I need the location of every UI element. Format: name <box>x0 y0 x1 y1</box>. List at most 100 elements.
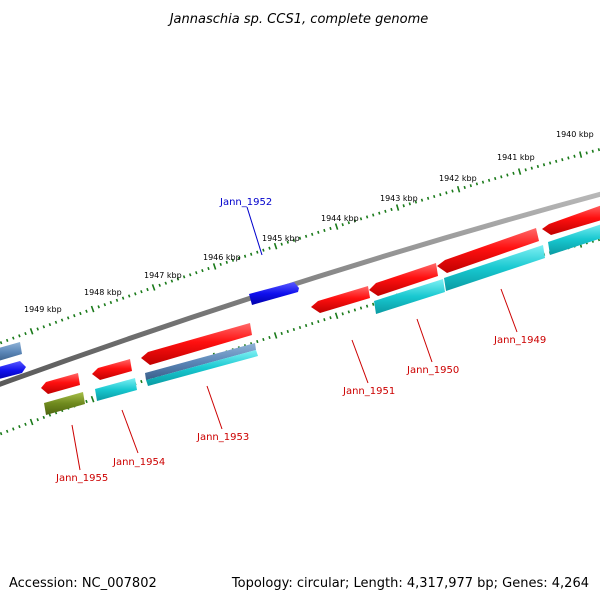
outer-tick-minor <box>378 211 381 215</box>
gene-feature-jann-1955[interactable] <box>41 373 80 394</box>
outer-tick-minor <box>506 173 509 177</box>
steel-feature-1953[interactable] <box>145 343 256 380</box>
inner-tick-minor <box>24 422 27 426</box>
outer-tick-minor <box>176 277 180 281</box>
outer-tick-minor <box>268 246 271 250</box>
inner-tick-minor <box>317 320 320 324</box>
inner-tick-minor <box>256 339 259 344</box>
outer-tick-minor <box>591 149 594 153</box>
outer-tick-minor <box>115 298 119 302</box>
inner-tick-minor <box>347 310 350 314</box>
gene-feature-jann-1950[interactable] <box>369 263 438 296</box>
outer-tick-minor <box>292 238 296 242</box>
outer-tick-minor <box>250 252 253 256</box>
inner-tick-minor <box>372 302 375 306</box>
cyan-feature-1954[interactable] <box>95 378 137 401</box>
gene-feature-left-steel[interactable] <box>0 342 22 362</box>
outer-tick-minor <box>127 294 131 298</box>
outer-tick-minor <box>494 176 497 181</box>
outer-tick-minor <box>445 191 448 195</box>
outer-tick-minor <box>195 271 198 275</box>
outer-tick-minor <box>512 171 515 175</box>
outer-tick-minor <box>48 323 52 327</box>
inner-tick-minor <box>48 413 52 417</box>
outer-tick-minor <box>353 219 357 223</box>
outer-tick-major <box>334 223 339 230</box>
genome-backbone <box>0 191 600 387</box>
cyan-feature-1953[interactable] <box>146 350 258 386</box>
gene-label-jann-1952[interactable]: Jann_1952 <box>219 197 272 208</box>
inner-tick-minor <box>311 321 314 326</box>
gene-feature-right-red[interactable] <box>542 204 600 235</box>
inner-tick-major <box>90 395 95 403</box>
outer-tick-minor <box>585 151 588 155</box>
outer-tick-minor <box>170 279 174 283</box>
cyan-feature-1950[interactable] <box>374 279 445 314</box>
gene-feature-jann-1954[interactable] <box>92 359 132 380</box>
gene-label-jann-1954[interactable]: Jann_1954 <box>112 457 165 468</box>
inner-tick-minor <box>359 306 363 310</box>
inner-tick-minor <box>292 327 296 332</box>
outer-tick-minor <box>536 164 540 169</box>
outer-tick-major <box>212 263 217 270</box>
outer-tick-minor <box>359 217 363 221</box>
outer-tick-minor <box>487 178 491 182</box>
inner-tick-minor <box>323 318 326 322</box>
outer-tick-minor <box>567 156 570 160</box>
outer-tick-minor <box>414 200 418 204</box>
gene-label-jann-1949[interactable]: Jann_1949 <box>493 335 546 346</box>
outer-tick-minor <box>73 314 76 318</box>
outer-tick-minor <box>286 240 289 244</box>
outer-tick-minor <box>201 269 204 273</box>
outer-tick-minor <box>408 202 411 206</box>
gene-label-jann-1950[interactable]: Jann_1950 <box>406 365 459 376</box>
inner-tick-minor <box>140 379 143 384</box>
inner-tick-minor <box>304 323 308 328</box>
cyan-feature-1949[interactable] <box>444 245 545 291</box>
gene-feature-jann-1951[interactable] <box>311 286 370 313</box>
outer-tick-minor <box>42 325 46 329</box>
inner-tick-minor <box>85 399 88 404</box>
outer-tick-minor <box>103 303 107 307</box>
outer-tick-minor <box>134 292 137 296</box>
map-title: Jannaschia sp. CCS1, complete genome <box>167 12 429 27</box>
scale-tick-label: 1942 kbp <box>439 174 477 183</box>
inner-tick-major <box>29 418 34 426</box>
outer-tick-minor <box>451 189 454 193</box>
gene-feature-jann-1952[interactable] <box>249 282 299 305</box>
gene-label-jann-1953[interactable]: Jann_1953 <box>196 432 249 443</box>
gene-feature-left-blue[interactable] <box>0 361 26 380</box>
outer-tick-minor <box>225 260 228 264</box>
olive-feature[interactable] <box>44 392 85 415</box>
outer-tick-minor <box>60 318 64 322</box>
cyan-feature-right[interactable] <box>548 223 600 255</box>
outer-tick-minor <box>304 234 308 238</box>
scale-tick-label: 1947 kbp <box>144 271 182 280</box>
outer-tick-major <box>579 151 583 158</box>
gene-feature-jann-1953[interactable] <box>141 323 252 365</box>
scale-tick-labels: 1949 kbp 1948 kbp 1947 kbp 1946 kbp 1945 kbp… <box>24 130 594 314</box>
outer-tick-major <box>456 185 461 193</box>
gene-labels: Jann_1952 Jann_1955 Jann_1954 Jann_1953 … <box>55 197 546 484</box>
accession-text: Accession: NC_007802 <box>9 576 157 591</box>
outer-tick-major <box>90 305 95 313</box>
gene-feature-jann-1949[interactable] <box>437 228 539 273</box>
outer-tick-minor <box>329 226 332 231</box>
genome-summary-text: Topology: circular; Length: 4,317,977 bp… <box>231 576 589 591</box>
outer-tick-minor <box>79 311 82 316</box>
inner-tick-major <box>334 312 339 320</box>
outer-tick-minor <box>481 180 485 184</box>
outer-tick-minor <box>54 320 58 324</box>
gene-label-jann-1955[interactable]: Jann_1955 <box>55 473 108 484</box>
outer-tick-minor <box>463 185 466 190</box>
outer-tick-minor <box>85 309 88 313</box>
inner-tick-minor <box>280 331 283 336</box>
outer-tick-minor <box>384 209 387 213</box>
outer-tick-minor <box>555 159 558 163</box>
scale-tick-label: 1943 kbp <box>380 194 418 203</box>
reverse-strand-features <box>41 204 600 415</box>
outer-tick-minor <box>18 334 21 338</box>
gene-label-leaders <box>71 206 518 471</box>
gene-label-jann-1951[interactable]: Jann_1951 <box>342 386 395 397</box>
